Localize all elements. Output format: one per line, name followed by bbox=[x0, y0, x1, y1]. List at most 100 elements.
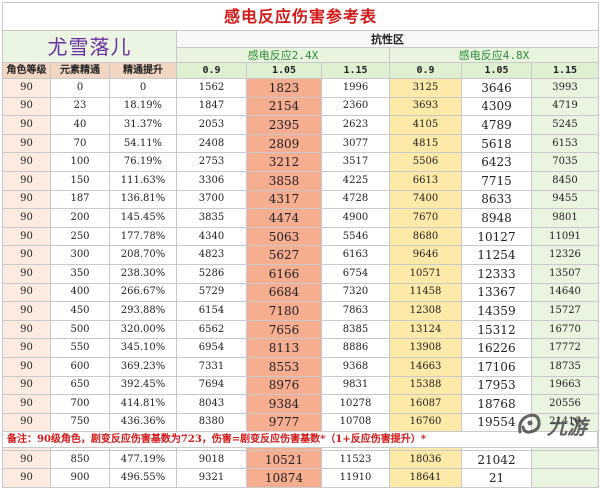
cell-level: 90 bbox=[2, 449, 51, 470]
table-row: 90 23 18.19% 1847 2154 2360 3693 4309 4719 bbox=[2, 96, 600, 117]
cell-24x-res-0-9: 3306 bbox=[176, 170, 247, 191]
cell-48x-res-1-15: 16770 bbox=[530, 319, 600, 340]
cell-48x-res-1-15: 15727 bbox=[530, 301, 600, 321]
cell-24x-res-1-15: 5546 bbox=[321, 226, 390, 247]
cell-48x-res-1-15: 8450 bbox=[530, 170, 600, 191]
col-header-mastery: 元素精通 bbox=[50, 62, 110, 79]
cell-48x-res-1-15: 5245 bbox=[530, 115, 600, 135]
cell-48x-res-0-9: 3693 bbox=[389, 96, 462, 117]
cell-48x-res-0-9: 13124 bbox=[389, 319, 462, 340]
table-row: 90 550 345.10% 6954 8113 8886 13908 16226 17772 bbox=[2, 338, 600, 358]
cell-mastery: 23 bbox=[50, 96, 110, 117]
table-row: 90 70 54.11% 2408 2809 3077 4815 5618 6153 bbox=[2, 133, 600, 154]
cell-mastery-bonus: 54.11% bbox=[109, 133, 177, 154]
table-row: 90 750 436.36% 8380 9777 10708 16760 19554 21416 bbox=[2, 412, 600, 433]
cell-48x-res-0-9: 4815 bbox=[389, 133, 462, 154]
cell-24x-res-1-05: 9777 bbox=[246, 412, 322, 433]
table-row: 90 400 266.67% 5729 6684 7320 11458 13367 14640 bbox=[2, 282, 600, 303]
cell-mastery-bonus: 136.81% bbox=[109, 189, 177, 210]
res-header: 0.9 bbox=[389, 62, 462, 79]
cell-24x-res-1-15: 6163 bbox=[321, 245, 390, 265]
cell-48x-res-1-15: 7035 bbox=[530, 152, 600, 172]
cell-24x-res-0-9: 2408 bbox=[176, 133, 247, 154]
group-header-2-4x: 感电反应2.4X bbox=[176, 47, 390, 63]
cell-24x-res-1-15: 10278 bbox=[321, 394, 390, 414]
cell-mastery: 850 bbox=[50, 449, 110, 470]
cell-24x-res-1-05: 10874 bbox=[246, 468, 322, 488]
cell-48x-res-1-05: 15312 bbox=[461, 319, 532, 340]
cell-48x-res-1-15 bbox=[530, 449, 600, 470]
cell-24x-res-1-05: 5627 bbox=[246, 245, 322, 265]
cell-24x-res-0-9: 7694 bbox=[176, 375, 247, 396]
cell-48x-res-1-05: 21 bbox=[461, 468, 532, 488]
cell-24x-res-1-05: 9384 bbox=[246, 394, 322, 414]
cell-48x-res-1-05: 17953 bbox=[461, 375, 532, 396]
cell-mastery-bonus: 76.19% bbox=[109, 152, 177, 172]
table-body: 90 0 0 1562 1823 1996 3125 3646 3993 90 23 18.19% 18… bbox=[2, 78, 600, 488]
cell-level: 90 bbox=[2, 226, 51, 247]
cell-48x-res-0-9: 16760 bbox=[389, 412, 462, 433]
res-header: 0.9 bbox=[176, 62, 247, 79]
table-row: 90 700 414.81% 8043 9384 10278 16087 18768 20556 bbox=[2, 394, 600, 414]
cell-24x-res-1-05: 10521 bbox=[246, 449, 322, 470]
cell-48x-res-0-9: 14663 bbox=[389, 356, 462, 377]
cell-48x-res-0-9: 16087 bbox=[389, 394, 462, 414]
cell-48x-res-1-15: 17772 bbox=[530, 338, 600, 358]
cell-mastery-bonus: 436.36% bbox=[109, 412, 177, 433]
cell-24x-res-1-15: 9368 bbox=[321, 356, 390, 377]
cell-24x-res-0-9: 6562 bbox=[176, 319, 247, 340]
cell-48x-res-1-15: 12326 bbox=[530, 245, 600, 265]
cell-48x-res-1-15: 20556 bbox=[530, 394, 600, 414]
cell-level: 90 bbox=[2, 208, 51, 228]
cell-48x-res-0-9: 6613 bbox=[389, 170, 462, 191]
table-row: 90 150 111.63% 3306 3858 4225 6613 7715 8450 bbox=[2, 170, 600, 191]
cell-mastery-bonus: 392.45% bbox=[109, 375, 177, 396]
cell-48x-res-0-9: 7400 bbox=[389, 189, 462, 210]
cell-24x-res-1-15: 4728 bbox=[321, 189, 390, 210]
cell-48x-res-1-05: 4309 bbox=[461, 96, 532, 117]
cell-24x-res-1-15: 1996 bbox=[321, 78, 390, 98]
cell-48x-res-1-05: 13367 bbox=[461, 282, 532, 303]
cell-48x-res-1-15: 3993 bbox=[530, 78, 600, 98]
cell-24x-res-1-05: 2809 bbox=[246, 133, 322, 154]
cell-48x-res-1-15: 4719 bbox=[530, 96, 600, 117]
cell-mastery: 550 bbox=[50, 338, 110, 358]
cell-24x-res-1-15: 4225 bbox=[321, 170, 390, 191]
cell-24x-res-0-9: 4340 bbox=[176, 226, 247, 247]
cell-24x-res-0-9: 9321 bbox=[176, 468, 247, 488]
cell-mastery: 700 bbox=[50, 394, 110, 414]
cell-level: 90 bbox=[2, 263, 51, 284]
cell-24x-res-0-9: 3835 bbox=[176, 208, 247, 228]
cell-48x-res-0-9: 11458 bbox=[389, 282, 462, 303]
res-header: 1.05 bbox=[461, 62, 532, 79]
table-row: 90 0 0 1562 1823 1996 3125 3646 3993 bbox=[2, 78, 600, 98]
cell-level: 90 bbox=[2, 96, 51, 117]
cell-mastery: 250 bbox=[50, 226, 110, 247]
cell-mastery: 150 bbox=[50, 170, 110, 191]
table-row: 90 500 320.00% 6562 7656 8385 13124 15312 16770 bbox=[2, 319, 600, 340]
cell-mastery-bonus: 477.19% bbox=[109, 449, 177, 470]
cell-level: 90 bbox=[2, 245, 51, 265]
cell-24x-res-1-05: 8113 bbox=[246, 338, 322, 358]
cell-24x-res-0-9: 7331 bbox=[176, 356, 247, 377]
table-row: 90 600 369.23% 7331 8553 9368 14663 17106 18735 bbox=[2, 356, 600, 377]
cell-24x-res-1-15: 10708 bbox=[321, 412, 390, 433]
cell-mastery-bonus: 266.67% bbox=[109, 282, 177, 303]
cell-48x-res-0-9: 3125 bbox=[389, 78, 462, 98]
cell-mastery: 750 bbox=[50, 412, 110, 433]
table-row: 90 187 136.81% 3700 4317 4728 7400 8633 9455 bbox=[2, 189, 600, 210]
cell-24x-res-1-15: 6754 bbox=[321, 263, 390, 284]
cell-24x-res-0-9: 6954 bbox=[176, 338, 247, 358]
cell-mastery-bonus: 145.45% bbox=[109, 208, 177, 228]
cell-24x-res-1-05: 8976 bbox=[246, 375, 322, 396]
cell-24x-res-1-05: 7656 bbox=[246, 319, 322, 340]
table-row: 90 850 477.19% 9018 10521 11523 18036 21042 bbox=[2, 449, 600, 470]
cell-48x-res-1-05: 3646 bbox=[461, 78, 532, 98]
cell-level: 90 bbox=[2, 115, 51, 135]
cell-24x-res-1-15: 9831 bbox=[321, 375, 390, 396]
cell-mastery: 900 bbox=[50, 468, 110, 488]
cell-24x-res-1-15: 8886 bbox=[321, 338, 390, 358]
cell-mastery: 450 bbox=[50, 301, 110, 321]
cell-mastery-bonus: 238.30% bbox=[109, 263, 177, 284]
